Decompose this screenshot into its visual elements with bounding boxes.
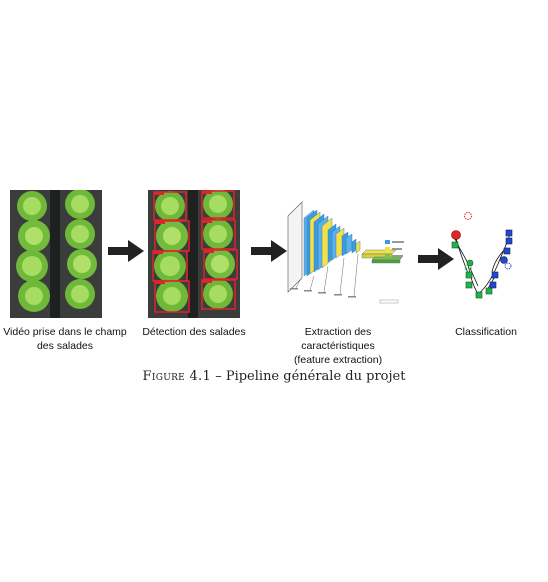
stage-label-classification: Classification (440, 325, 532, 339)
stage-label-detection: Détection des salades (138, 325, 250, 339)
cnn-diagram-image (284, 196, 410, 308)
figure-number: Figure 4.1 (142, 369, 212, 384)
stage-label-extraction: Extraction des caractéristiques (feature… (270, 325, 406, 367)
detection-image (148, 190, 240, 318)
stage-label-video: Vidéo prise dans le champ des salades (0, 325, 130, 353)
stage-label-line: (feature extraction) (293, 354, 383, 366)
stage-label-line: des salades (36, 340, 94, 352)
arrow-right-icon (108, 240, 144, 262)
field-video-image (10, 190, 102, 318)
stage-label-line: Vidéo prise dans le champ (3, 326, 127, 338)
arrow-right-icon (251, 240, 287, 262)
stage-label-line: Classification (455, 326, 517, 338)
figure-caption: Figure 4.1 – Pipeline générale du projet (0, 369, 548, 384)
stage-label-line: Extraction des caractéristiques (301, 326, 375, 352)
classification-image (448, 208, 520, 308)
caption-text: Pipeline générale du projet (225, 369, 406, 384)
caption-separator: – (211, 369, 226, 384)
arrow-right-icon (418, 248, 454, 270)
stage-label-line: Détection des salades (142, 326, 246, 338)
